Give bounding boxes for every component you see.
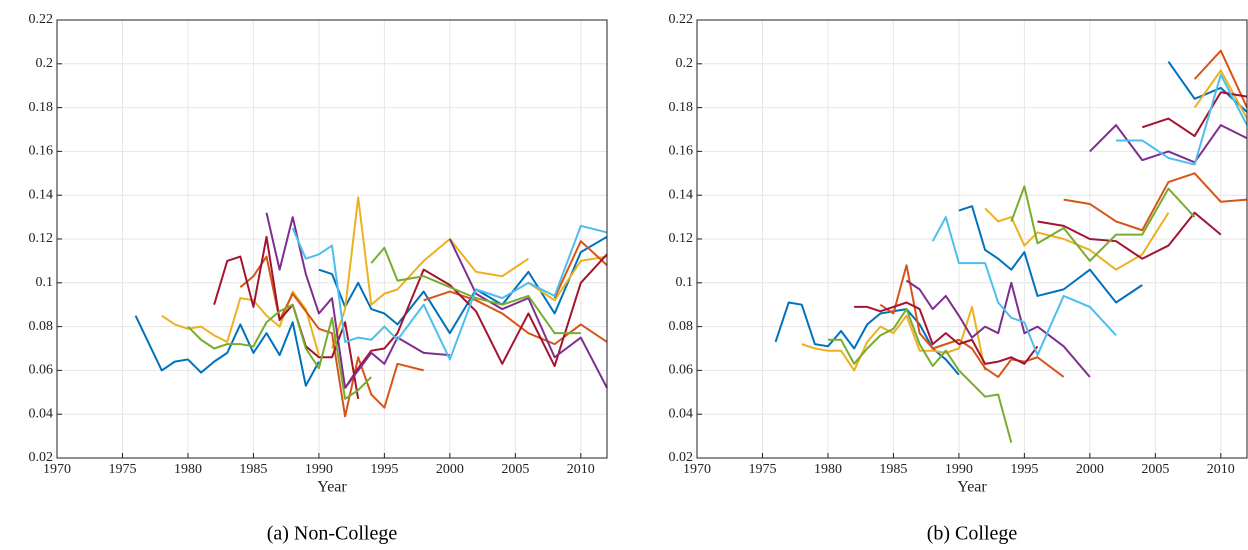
y-tick-label: 0.16 xyxy=(669,144,694,159)
y-tick-label: 0.22 xyxy=(29,12,54,27)
caption: (b) College xyxy=(927,523,1018,545)
caption: (a) Non-College xyxy=(267,523,398,545)
series-line xyxy=(370,246,581,335)
axes-box xyxy=(696,19,1248,459)
y-tick-label: 0.2 xyxy=(36,56,54,71)
x-tick-label: 1990 xyxy=(305,462,333,477)
x-tick-label: 1995 xyxy=(370,462,398,477)
series-line xyxy=(1141,91,1248,138)
y-tick-label: 0.08 xyxy=(669,319,694,334)
y-tick-label: 0.04 xyxy=(29,406,54,421)
x-axis-label: Year xyxy=(957,479,987,496)
y-tick-label: 0.22 xyxy=(669,12,694,27)
x-tick-label: 2000 xyxy=(1076,462,1104,477)
series-line xyxy=(213,235,360,400)
series-line xyxy=(239,255,424,418)
x-tick-label: 2005 xyxy=(501,462,529,477)
series-line xyxy=(265,212,450,389)
series-line xyxy=(931,216,1117,357)
y-tick-label: 0.08 xyxy=(29,319,54,334)
x-tick-label: 2000 xyxy=(436,462,464,477)
x-tick-label: 1975 xyxy=(108,462,136,477)
series-line xyxy=(774,301,960,376)
x-tick-label: 1970 xyxy=(43,462,71,477)
series-line xyxy=(134,315,320,387)
series-line xyxy=(879,264,1065,378)
y-tick-label: 0.04 xyxy=(669,406,694,421)
x-tick-label: 1975 xyxy=(748,462,776,477)
y-tick-label: 0.14 xyxy=(669,187,694,202)
series-line xyxy=(527,255,608,302)
y-tick-label: 0.06 xyxy=(29,363,54,378)
series-line xyxy=(331,196,529,349)
series-line xyxy=(1037,211,1222,260)
y-tick-label: 0.12 xyxy=(29,231,54,246)
series-line xyxy=(187,303,372,400)
panel: 0.02 0.04 0.06 0.08 0.1 0.12 0.14 0.16 0.18 0.2 0.… xyxy=(29,12,608,545)
y-tick-label: 0.02 xyxy=(29,450,54,465)
x-tick-label: 2010 xyxy=(1207,462,1235,477)
x-tick-label: 2005 xyxy=(1141,462,1169,477)
x-tick-label: 1970 xyxy=(683,462,711,477)
series-line xyxy=(318,235,608,335)
series-line xyxy=(1116,73,1248,166)
series-line xyxy=(905,279,1091,378)
series-line xyxy=(448,238,608,389)
y-tick-label: 0.02 xyxy=(669,450,694,465)
y-tick-label: 0.2 xyxy=(676,56,694,71)
x-tick-label: 1990 xyxy=(945,462,973,477)
series-line xyxy=(1010,185,1196,262)
series-line xyxy=(854,301,1039,365)
y-tick-label: 0.1 xyxy=(36,275,54,290)
x-tick-label: 1995 xyxy=(1010,462,1038,477)
y-tick-label: 0.06 xyxy=(669,363,694,378)
x-tick-label: 1985 xyxy=(239,462,267,477)
series-line xyxy=(827,308,1013,443)
y-tick-label: 0.1 xyxy=(676,275,694,290)
series-line xyxy=(291,224,608,361)
series-line xyxy=(958,205,1143,304)
series-line xyxy=(161,290,320,356)
y-tick-label: 0.18 xyxy=(669,100,694,115)
series-line xyxy=(1193,69,1248,120)
series-line xyxy=(1063,172,1248,232)
x-axis-label: Year xyxy=(317,479,347,496)
x-tick-label: 2010 xyxy=(567,462,595,477)
x-tick-label: 1980 xyxy=(174,462,202,477)
series-line xyxy=(1193,49,1248,109)
series-line xyxy=(801,305,987,372)
y-tick-label: 0.18 xyxy=(29,100,54,115)
series-line xyxy=(423,290,608,346)
y-tick-label: 0.14 xyxy=(29,187,54,202)
y-tick-label: 0.12 xyxy=(669,231,694,246)
series-line xyxy=(1089,124,1248,164)
x-tick-label: 1985 xyxy=(879,462,907,477)
y-tick-label: 0.16 xyxy=(29,144,54,159)
x-tick-label: 1980 xyxy=(814,462,842,477)
series-line xyxy=(553,240,608,299)
series-line xyxy=(344,253,608,389)
axes-box xyxy=(56,19,608,459)
panel: 0.02 0.04 0.06 0.08 0.1 0.12 0.14 0.16 0.18 0.2 0.… xyxy=(669,12,1248,545)
